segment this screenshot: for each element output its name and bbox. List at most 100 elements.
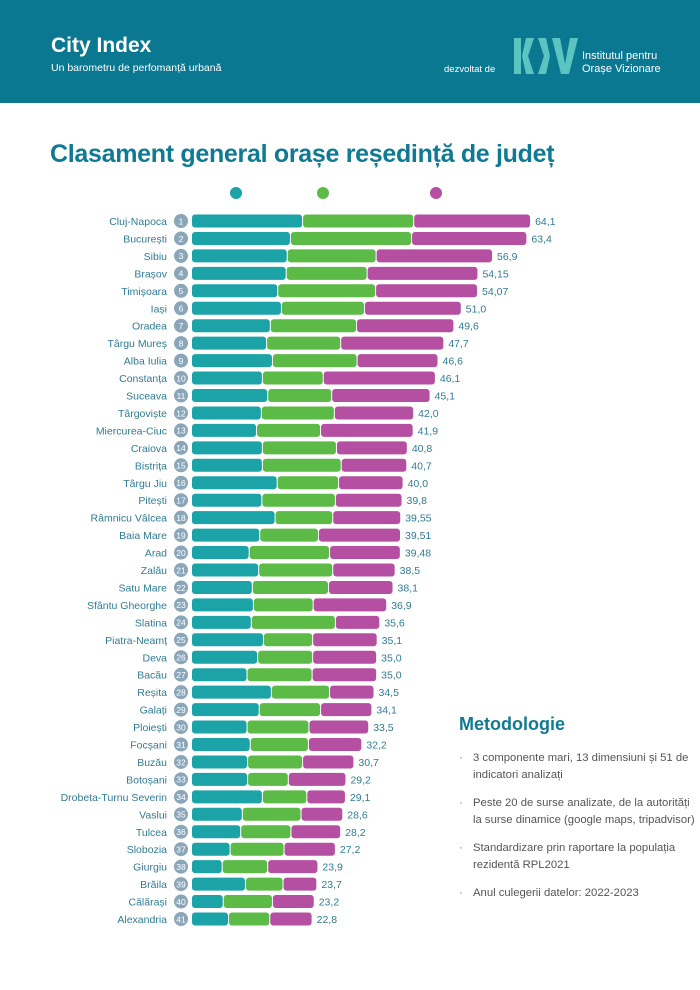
category-label: Vaslui <box>139 809 167 821</box>
bar-segment-series-2 <box>259 563 333 577</box>
total-value-label: 40,8 <box>412 443 433 455</box>
category-label: Deva <box>142 652 167 664</box>
bar-segment-series-3 <box>341 336 444 350</box>
rank-number: 6 <box>179 304 184 314</box>
bar-segment-series-3 <box>335 615 380 629</box>
bar-segment-series-3 <box>312 668 377 682</box>
bar-segment-series-3 <box>284 842 335 856</box>
rank-number: 13 <box>176 426 186 436</box>
bar-segment-series-3 <box>307 790 345 804</box>
bar-segment-series-3 <box>332 389 430 402</box>
bar-segment-series-3 <box>268 860 318 874</box>
bar-segment-series-1 <box>192 720 247 734</box>
rank-number: 25 <box>176 635 186 645</box>
total-value-label: 22,8 <box>317 914 338 926</box>
methodology-title: Metodologie <box>459 714 565 734</box>
category-label: Târgoviște <box>118 408 167 420</box>
rank-badge <box>174 336 188 351</box>
category-label: Satu Mare <box>119 582 168 594</box>
rank-number: 3 <box>179 251 184 261</box>
total-value-label: 35,6 <box>384 617 405 629</box>
iov-logo-icon <box>514 38 578 74</box>
bar-segment-series-2 <box>248 755 303 769</box>
bar-segment-series-3 <box>333 511 401 525</box>
rank-badge <box>174 772 188 787</box>
rank-number: 21 <box>176 565 186 575</box>
bar-segment-series-2 <box>250 738 308 751</box>
bar-segment-series-2 <box>247 668 312 682</box>
bar-segment-series-2 <box>252 580 329 594</box>
total-value-label: 40,7 <box>411 460 432 472</box>
methodology-bullet: Standardizare prin raportare la populați… <box>459 840 699 874</box>
total-value-label: 29,2 <box>350 774 371 786</box>
rank-badge <box>174 301 188 316</box>
legend-dot-series-2 <box>317 187 329 199</box>
rank-number: 37 <box>176 845 186 855</box>
bar-segment-series-3 <box>336 441 407 455</box>
bar-segment-series-2 <box>258 650 313 664</box>
total-value-label: 47,7 <box>448 338 469 350</box>
bar-segment-series-1 <box>192 546 249 560</box>
rank-badge <box>174 702 188 717</box>
rank-badge <box>174 650 188 665</box>
category-label: Sibiu <box>144 251 168 263</box>
category-label: Sfântu Gheorghe <box>87 600 167 612</box>
bar-segment-series-2 <box>249 546 330 560</box>
category-label: Arad <box>145 548 167 560</box>
bar-segment-series-1 <box>192 458 262 472</box>
bar-segment-series-1 <box>192 842 230 856</box>
rank-number: 15 <box>176 461 186 471</box>
bar-segment-series-2 <box>222 860 268 874</box>
bar-segment-series-2 <box>267 336 341 350</box>
bar-segment-series-1 <box>192 755 248 769</box>
chart-title: Clasament general orașe reședință de jud… <box>50 140 555 168</box>
bar-segment-series-2 <box>275 511 333 525</box>
rank-badge <box>174 318 188 333</box>
rank-badge <box>174 912 188 926</box>
total-value-label: 54,15 <box>482 268 508 280</box>
total-value-label: 45,1 <box>435 391 456 403</box>
bar-segment-series-2 <box>271 685 330 699</box>
rank-number: 32 <box>176 757 186 767</box>
bar-segment-series-2 <box>260 528 318 542</box>
bar-segment-series-1 <box>192 598 253 612</box>
category-label: Craiova <box>131 443 167 455</box>
total-value-label: 42,0 <box>418 408 439 420</box>
stacked-bar-chart: Cluj-Napoca 1 64,1 București 2 63,4 Sibiu 3 56,9… <box>61 187 556 926</box>
category-label: Slobozia <box>127 844 167 856</box>
rank-number: 17 <box>176 496 186 506</box>
bar-segment-series-3 <box>329 580 393 594</box>
bar-segment-series-1 <box>192 895 223 909</box>
bar-segment-series-2 <box>242 807 301 821</box>
bar-segment-series-1 <box>192 371 262 385</box>
rank-number: 26 <box>176 653 186 663</box>
bar-segment-series-3 <box>323 371 435 385</box>
rank-number: 12 <box>176 408 186 418</box>
bar-segment-series-1 <box>192 772 248 786</box>
category-label: Bacău <box>137 670 167 682</box>
bar-segment-series-1 <box>192 615 251 629</box>
methodology-bullet: 3 componente mari, 13 dimensiuni și 51 d… <box>459 750 699 784</box>
rank-number: 27 <box>176 670 186 680</box>
category-label: Timișoara <box>121 286 167 298</box>
rank-number: 24 <box>176 618 186 628</box>
bar-segment-series-3 <box>376 249 493 263</box>
rank-badge <box>174 615 188 630</box>
category-label: Râmnicu Vâlcea <box>91 513 168 525</box>
bar-segment-series-1 <box>192 877 245 891</box>
rank-number: 35 <box>176 810 186 820</box>
category-label: Slatina <box>135 617 167 629</box>
category-label: Brăila <box>140 879 167 891</box>
category-label: Botoșani <box>126 774 167 786</box>
bar-segment-series-2 <box>286 266 367 280</box>
rank-badge <box>174 859 188 874</box>
bar-segment-series-1 <box>192 790 262 804</box>
category-label: Pitești <box>138 495 167 507</box>
rank-badge <box>174 214 188 228</box>
bar-segment-series-1 <box>192 266 286 280</box>
bar-segment-series-1 <box>192 423 257 437</box>
bar-segment-series-3 <box>303 755 354 769</box>
rank-number: 39 <box>176 879 186 889</box>
category-label: Constanța <box>119 373 167 385</box>
total-value-label: 56,9 <box>497 251 518 263</box>
